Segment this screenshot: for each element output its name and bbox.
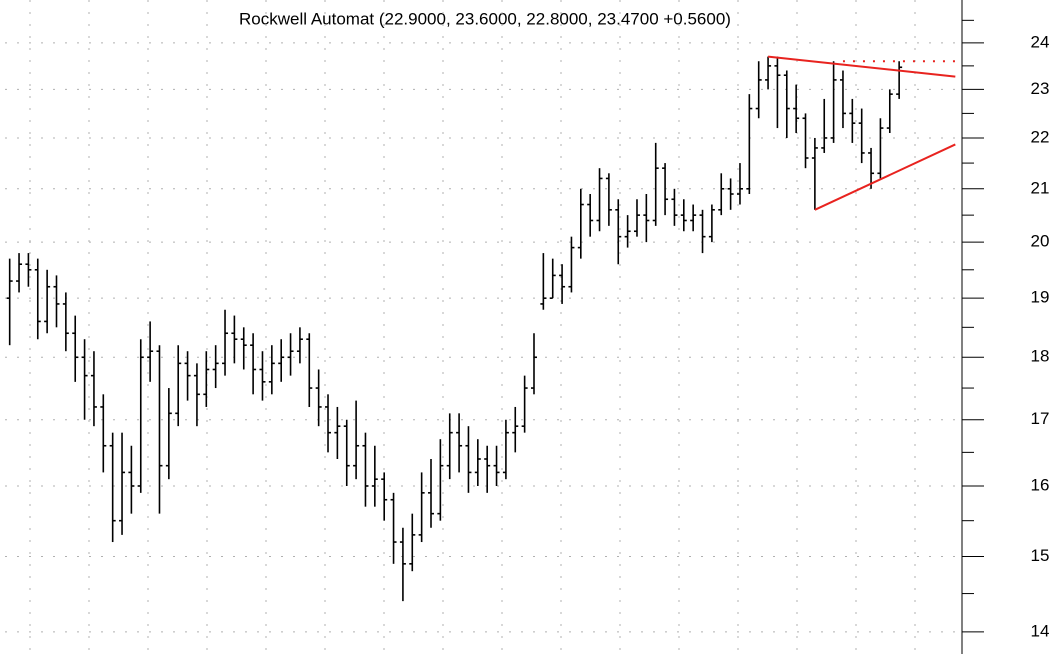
trendline <box>814 143 956 211</box>
y-tick-label: 23 <box>1031 79 1050 98</box>
y-tick-label: 19 <box>1031 288 1050 307</box>
chart-title: Rockwell Automat (22.9000, 23.6000, 22.8… <box>239 9 731 28</box>
y-tick-label: 17 <box>1031 409 1050 428</box>
y-tick-label: 22 <box>1031 127 1050 146</box>
y-tick-label: 24 <box>1031 32 1050 51</box>
y-tick-label: 14 <box>1031 621 1050 640</box>
y-tick-label: 18 <box>1031 347 1050 366</box>
y-tick-label: 21 <box>1031 178 1050 197</box>
y-tick-label: 15 <box>1031 546 1050 565</box>
y-tick-label: 20 <box>1031 232 1050 251</box>
trendline <box>767 55 956 78</box>
y-tick-label: 16 <box>1031 475 1050 494</box>
